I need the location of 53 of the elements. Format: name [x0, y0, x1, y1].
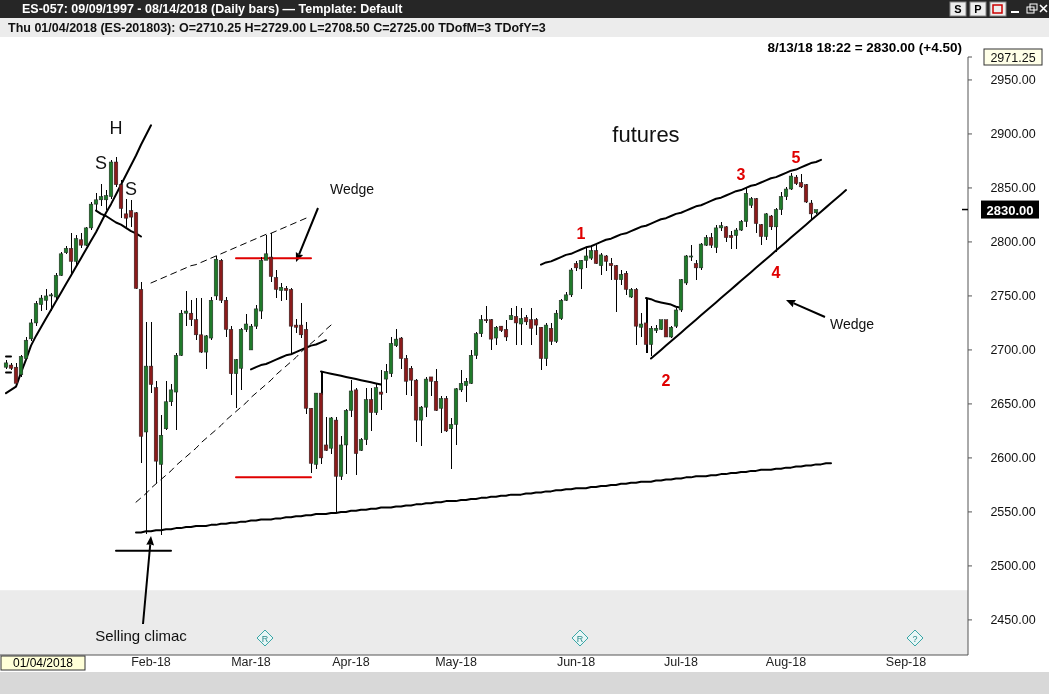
annotation: 4 — [771, 263, 781, 281]
annotation: Wedge — [829, 315, 875, 332]
y-tick-label: 2950.00 — [990, 73, 1036, 88]
y-tick-label: 2550.00 — [990, 505, 1036, 520]
y-tick-label: 2500.00 — [990, 559, 1036, 574]
text: 8/13/18 18:22 = 2830.00 (+4.50) — [767, 40, 962, 55]
annotation: 3 — [736, 165, 746, 183]
x-tick-label: Sep-18 — [885, 655, 927, 669]
y-tick-label: 2450.00 — [990, 613, 1036, 628]
text: 01/04/2018 — [12, 656, 74, 670]
x-tick-label: Apr-18 — [332, 655, 370, 669]
y-tick-label: 2700.00 — [990, 343, 1036, 358]
annotation: R — [261, 633, 269, 644]
annotation: Wedge — [329, 180, 375, 197]
candlestick — [518, 307, 524, 346]
candlestick — [98, 183, 104, 207]
candlestick — [198, 297, 204, 354]
candlestick — [73, 234, 79, 266]
annotation: Selling climac — [95, 627, 188, 645]
text: P — [974, 3, 982, 15]
annotation: ? — [912, 633, 918, 644]
y-tick-label: 2750.00 — [990, 289, 1036, 304]
y-tick-label: 2850.00 — [990, 181, 1036, 196]
text: Thu 01/04/2018 (ES-201803): O=2710.25 H=2729.00 L=2708.50 C=2725.00 TDofM=3 TDofY=3 — [8, 21, 546, 35]
x-tick-label: Feb-18 — [131, 655, 171, 669]
annotation: H — [109, 118, 123, 139]
chart-subtitle: ES-057: 09/09/1997 - 08/14/2018 (Daily bars) — Template: Default — [22, 2, 404, 16]
annotation: 2 — [661, 371, 671, 389]
y-tick-label: 2800.00 — [990, 235, 1036, 250]
candlestick — [728, 230, 734, 250]
candlestick — [608, 257, 614, 281]
text: futures — [612, 122, 680, 147]
x-tick-label: Aug-18 — [765, 655, 807, 669]
annotation: S — [124, 179, 138, 200]
x-tick-label: May-18 — [435, 655, 477, 669]
annotation: R — [576, 633, 584, 644]
x-tick-label: Mar-18 — [231, 655, 271, 669]
candlestick — [488, 318, 494, 351]
x-tick-label: Jun-18 — [556, 655, 596, 669]
candlestick — [273, 269, 279, 299]
annotation: 5 — [791, 148, 801, 166]
candlestick — [613, 264, 619, 313]
y-tick-label: 2900.00 — [990, 127, 1036, 142]
ref-line-label: 2830.00 — [986, 202, 1034, 218]
y-tick-label: 2971.25 — [990, 50, 1036, 65]
y-tick-label: 2600.00 — [990, 451, 1036, 466]
annotation: S — [94, 153, 108, 174]
candlestick — [598, 252, 604, 276]
x-tick-label: Jul-18 — [663, 655, 699, 669]
y-tick-label: 2650.00 — [990, 397, 1036, 412]
annotation: 1 — [576, 224, 586, 242]
candlestick — [763, 212, 769, 241]
text: S — [954, 3, 962, 15]
